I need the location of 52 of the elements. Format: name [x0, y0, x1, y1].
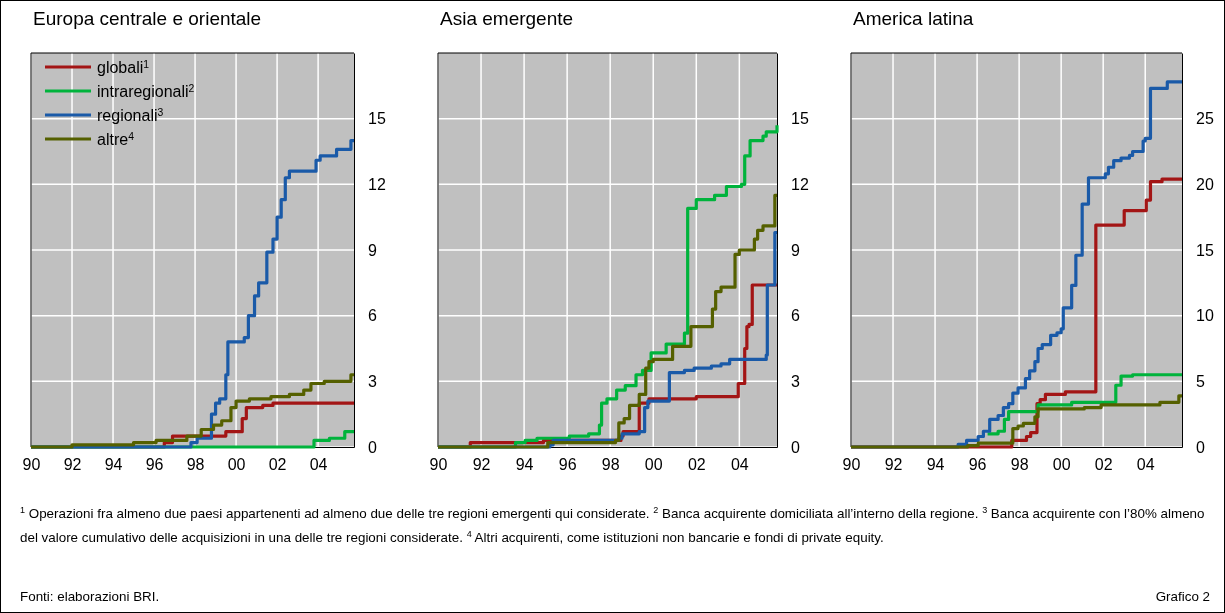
x-tick-label: 94 — [515, 456, 534, 474]
y-tick-label: 3 — [791, 372, 800, 390]
x-tick-label: 92 — [63, 456, 82, 474]
x-tick-label: 98 — [601, 456, 620, 474]
text: $^{1}$ Operazioni fra almeno due paesi appartenenti ad almeno due delle tre regioni emergenti qui considerate. $^{2}$ Banca acquirente domiciliata all’interno della regione. $^{3}$ Banca acquirente con l’80% almeno del valore cumulativo delle acquisizioni in una delle tre regioni considerate. $^{4}$ Altri acquirenti, come istituzioni non bancarie e fondi di private equity. — [20, 505, 1205, 546]
y-tick-label: 0 — [368, 438, 377, 456]
legend-label: altre$^{4}$ — [97, 130, 135, 148]
y-tick-label: 3 — [368, 372, 377, 390]
x-tick-label: 96 — [145, 456, 164, 474]
x-tick-label: 02 — [1094, 456, 1113, 474]
y-tick-label: 20 — [1196, 175, 1214, 193]
legend-label: intraregionali$^{2}$ — [97, 82, 195, 100]
text: Fonti: elaborazioni BRI. — [20, 589, 160, 604]
chart-title: Asia emergente — [440, 8, 574, 29]
x-tick-label: 94 — [104, 456, 123, 474]
x-tick-label: 90 — [842, 456, 861, 474]
x-tick-label: 90 — [22, 456, 41, 474]
x-tick-label: 96 — [968, 456, 987, 474]
y-tick-label: 6 — [791, 307, 800, 325]
x-tick-label: 04 — [730, 456, 749, 474]
x-tick-label: 92 — [472, 456, 491, 474]
x-tick-label: 94 — [926, 456, 945, 474]
x-tick-label: 00 — [227, 456, 246, 474]
x-tick-label: 96 — [558, 456, 577, 474]
x-tick-label: 02 — [687, 456, 706, 474]
x-tick-label: 92 — [884, 456, 903, 474]
text: Grafico 2 — [1155, 589, 1210, 604]
x-tick-label: 98 — [1010, 456, 1029, 474]
x-tick-label: 04 — [309, 456, 328, 474]
y-tick-label: 6 — [368, 307, 377, 325]
y-tick-label: 0 — [1196, 438, 1205, 456]
y-tick-label: 15 — [368, 110, 386, 128]
y-tick-label: 12 — [791, 175, 809, 193]
y-tick-label: 9 — [791, 241, 800, 259]
y-tick-label: 12 — [368, 175, 386, 193]
y-tick-label: 0 — [791, 438, 800, 456]
y-tick-label: 15 — [1196, 241, 1214, 259]
x-tick-label: 90 — [429, 456, 448, 474]
y-tick-label: 10 — [1196, 307, 1214, 325]
x-tick-label: 00 — [644, 456, 663, 474]
chart-title: Europa centrale e orientale — [33, 8, 262, 29]
x-tick-label: 00 — [1052, 456, 1071, 474]
chart-title: America latina — [853, 8, 974, 29]
y-tick-label: 25 — [1196, 110, 1214, 128]
legend-label: globali$^{1}$ — [97, 58, 150, 76]
y-tick-label: 9 — [368, 241, 377, 259]
x-tick-label: 04 — [1136, 456, 1155, 474]
legend-label: regionali$^{3}$ — [97, 106, 164, 124]
x-tick-label: 98 — [186, 456, 205, 474]
y-tick-label: 5 — [1196, 372, 1205, 390]
x-tick-label: 02 — [268, 456, 287, 474]
y-tick-label: 15 — [791, 110, 809, 128]
